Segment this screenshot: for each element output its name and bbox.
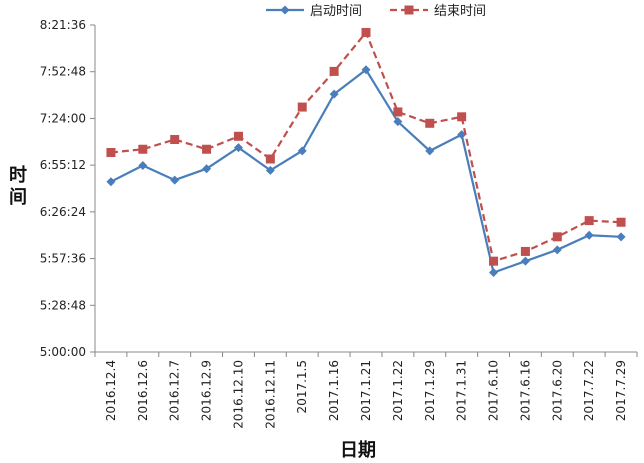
data-point (552, 232, 562, 242)
x-tick-label: 2017.6.20 (550, 360, 564, 421)
series-layer (106, 27, 626, 278)
data-point (361, 27, 371, 37)
series-2 (106, 27, 626, 266)
x-tick-label: 2017.7.22 (582, 360, 596, 421)
y-axis-title-char: 时 (9, 165, 27, 186)
data-point (329, 66, 339, 76)
x-tick-label: 2016.12.10 (231, 360, 245, 429)
data-point (138, 144, 148, 154)
y-axis-title: 时间 (9, 165, 27, 208)
y-tick-label: 7:52:48 (40, 65, 86, 79)
data-point (170, 135, 180, 145)
legend-item: 结束时间 (390, 4, 486, 19)
y-tick-label: 5:28:48 (40, 298, 86, 312)
y-tick-label: 5:57:36 (40, 252, 86, 266)
data-point (393, 107, 403, 117)
data-point (265, 165, 275, 175)
data-point (202, 164, 212, 174)
data-point (106, 177, 116, 187)
data-point (233, 143, 243, 153)
legend-marker (280, 5, 290, 15)
data-point (552, 245, 562, 255)
x-tick-label: 2016.12.11 (263, 360, 277, 429)
data-point (393, 117, 403, 127)
data-point (616, 217, 626, 227)
data-point (425, 146, 435, 156)
y-tick-label: 7:24:00 (40, 111, 86, 125)
legend: 启动时间 结束时间 (266, 4, 486, 19)
data-point (297, 146, 307, 156)
series-1 (106, 65, 626, 278)
x-axis-title: 日期 (340, 440, 376, 461)
y-axis-ticks: 5:00:00 5:28:48 5:57:36 6:26:24 6:55:12 7:24:… (40, 18, 95, 359)
data-point (170, 175, 180, 185)
y-axis-title-char: 间 (9, 187, 27, 208)
x-tick-label: 2017.7.29 (614, 360, 628, 421)
x-tick-label: 2017.1.16 (327, 360, 341, 421)
data-point (106, 147, 116, 157)
data-point (457, 112, 467, 122)
y-tick-label: 8:21:36 (40, 18, 86, 32)
data-point (361, 65, 371, 75)
y-tick-label: 5:00:00 (40, 345, 86, 359)
x-tick-label: 2017.6.16 (518, 360, 532, 421)
x-tick-label: 2017.1.21 (359, 360, 373, 421)
x-tick-label: 2017.1.31 (455, 360, 469, 421)
data-point (329, 89, 339, 99)
data-point (489, 256, 499, 266)
x-tick-label: 2017.1.29 (423, 360, 437, 421)
x-axis-ticks: 2016.12.4 2016.12.6 2016.12.7 2016.12.9 2016… (94, 352, 638, 429)
data-point (265, 154, 275, 164)
data-point (584, 216, 594, 226)
data-point (457, 130, 467, 140)
x-tick-label: 2016.12.6 (136, 360, 150, 421)
x-tick-label: 2017.1.5 (295, 360, 309, 413)
data-point (202, 144, 212, 154)
x-tick-label: 2016.12.9 (200, 360, 214, 421)
legend-label: 结束时间 (434, 4, 486, 19)
x-tick-label: 2017.1.22 (391, 360, 405, 421)
x-tick-label: 2016.12.4 (104, 360, 118, 421)
data-point (520, 256, 530, 266)
legend-label: 启动时间 (310, 4, 362, 19)
data-point (584, 230, 594, 240)
axes (94, 25, 637, 353)
legend-item: 启动时间 (266, 4, 362, 19)
data-point (520, 246, 530, 256)
data-point (616, 232, 626, 242)
legend-marker (404, 5, 414, 15)
y-tick-label: 6:55:12 (40, 158, 86, 172)
data-point (425, 118, 435, 128)
data-point (138, 160, 148, 170)
y-tick-label: 6:26:24 (40, 205, 86, 219)
x-tick-label: 2017.6.10 (487, 360, 501, 421)
data-point (489, 268, 499, 278)
data-point (233, 131, 243, 141)
data-point (297, 102, 307, 112)
x-tick-label: 2016.12.7 (168, 360, 182, 421)
